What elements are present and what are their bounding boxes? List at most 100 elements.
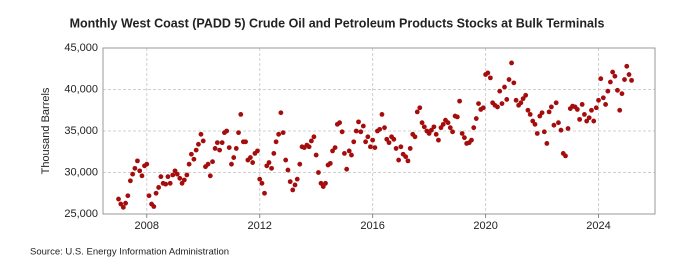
data-point	[229, 161, 234, 167]
data-point	[523, 92, 529, 98]
data-point	[487, 75, 493, 81]
data-point	[193, 147, 199, 153]
data-point	[259, 180, 265, 186]
data-point	[610, 69, 616, 75]
data-point	[480, 105, 486, 111]
data-point	[243, 139, 248, 145]
data-point	[450, 129, 455, 135]
data-point	[219, 140, 225, 146]
y-tick-label: 30,000	[64, 166, 98, 178]
data-point	[294, 176, 300, 182]
data-point	[214, 140, 220, 146]
data-point	[360, 123, 366, 129]
data-point	[539, 110, 545, 116]
data-point	[290, 187, 296, 193]
data-point	[116, 196, 121, 202]
data-point	[504, 97, 510, 102]
x-tick-label: 2020	[473, 220, 497, 232]
data-point	[367, 144, 373, 150]
data-point	[165, 174, 171, 180]
data-point	[170, 172, 176, 178]
data-point	[495, 104, 500, 110]
data-point	[598, 76, 604, 82]
data-point	[351, 139, 357, 145]
data-point	[440, 121, 446, 127]
data-point	[153, 190, 159, 196]
data-point	[386, 140, 392, 146]
data-point	[469, 137, 474, 143]
data-point	[276, 131, 282, 137]
data-point	[308, 138, 314, 144]
data-point	[511, 80, 517, 86]
data-point	[412, 134, 418, 140]
data-point	[158, 174, 164, 180]
data-point	[586, 115, 592, 121]
data-point	[151, 204, 157, 209]
data-point	[349, 152, 354, 158]
data-point	[417, 105, 423, 111]
data-point	[363, 139, 368, 145]
data-point	[177, 175, 183, 181]
data-point	[196, 141, 201, 147]
data-point	[266, 160, 272, 165]
data-point	[139, 173, 145, 179]
data-point	[600, 95, 606, 101]
data-point	[607, 79, 613, 85]
data-point	[584, 118, 590, 124]
data-point	[280, 130, 286, 136]
data-point	[589, 107, 594, 113]
data-point	[191, 156, 197, 162]
data-point	[532, 121, 538, 127]
data-point	[612, 73, 618, 79]
data-point	[200, 138, 206, 144]
source-note: Source: U.S. Energy Information Administ…	[30, 247, 229, 258]
data-point	[346, 148, 352, 154]
data-point	[393, 146, 399, 151]
y-tick-label: 40,000	[64, 83, 98, 95]
plot-frame	[102, 47, 656, 215]
data-point	[459, 131, 465, 136]
data-point	[605, 88, 611, 94]
data-point	[617, 107, 623, 113]
data-point	[497, 88, 503, 94]
data-point	[188, 151, 194, 157]
data-point	[297, 161, 303, 167]
data-point	[370, 137, 376, 143]
data-point	[473, 116, 479, 121]
data-point	[287, 179, 293, 185]
data-point	[591, 118, 597, 124]
data-point	[144, 161, 150, 167]
x-tick-label: 2024	[586, 220, 610, 232]
data-point	[421, 124, 427, 130]
data-point	[615, 87, 620, 93]
data-point	[181, 177, 187, 183]
data-point	[525, 107, 531, 113]
data-point	[233, 146, 239, 151]
data-point	[565, 126, 571, 131]
data-point	[403, 154, 409, 160]
data-point	[379, 112, 385, 117]
data-point	[339, 129, 345, 135]
data-point	[624, 63, 630, 69]
data-point	[447, 125, 453, 131]
data-point	[593, 105, 599, 111]
data-point	[485, 70, 491, 76]
data-point	[207, 173, 213, 179]
data-point	[527, 112, 533, 117]
data-point	[356, 119, 361, 125]
data-point	[123, 200, 128, 206]
data-point	[358, 129, 364, 135]
data-point	[316, 170, 321, 175]
data-point	[130, 171, 136, 177]
data-point	[210, 159, 215, 165]
chart-title: Monthly West Coast (PADD 5) Crude Oil an…	[70, 16, 605, 30]
data-point	[306, 144, 312, 150]
y-tick-label: 25,000	[64, 208, 98, 220]
data-point	[414, 109, 420, 115]
data-point	[454, 114, 460, 120]
data-point	[563, 153, 568, 159]
data-point	[431, 124, 437, 130]
data-point	[125, 193, 131, 199]
data-point	[551, 122, 557, 128]
data-point	[231, 155, 237, 160]
